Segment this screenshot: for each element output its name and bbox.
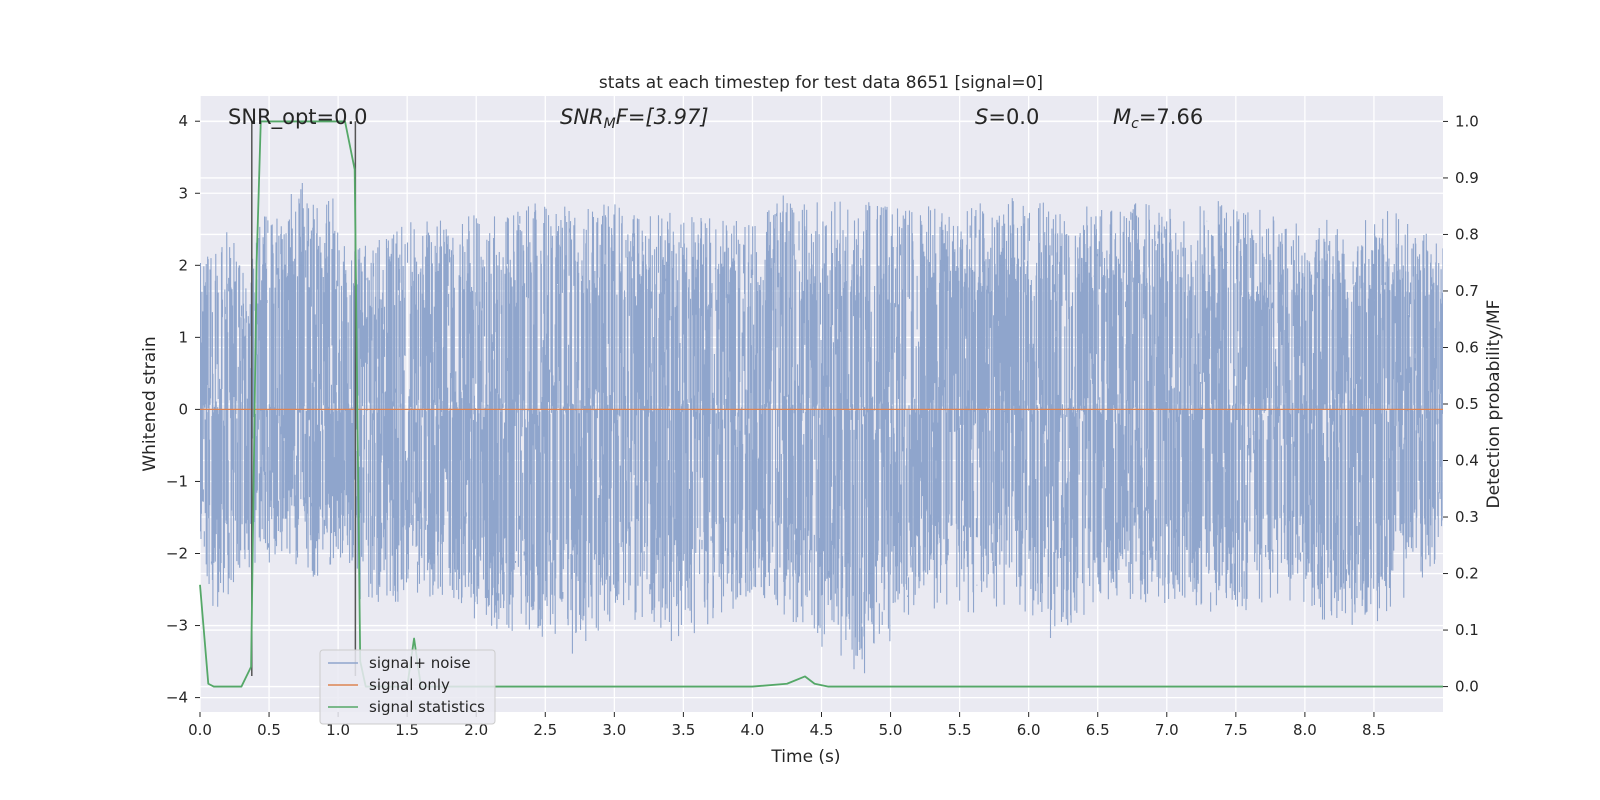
annotation-mc: Mc=7.66 xyxy=(1113,105,1203,132)
x-tick-label: 5.0 xyxy=(879,721,903,739)
y-left-tick-label: 1 xyxy=(178,328,188,346)
chart-title: stats at each timestep for test data 865… xyxy=(599,73,1043,93)
x-tick-label: 3.5 xyxy=(671,721,695,739)
x-tick-label: 7.0 xyxy=(1155,721,1179,739)
annotation-snr-opt: SNR_opt=0.0 xyxy=(228,105,368,130)
legend-box xyxy=(319,649,496,725)
y-left-tick-label: 0 xyxy=(178,400,188,418)
y-right-tick-label: 0.1 xyxy=(1455,621,1479,639)
x-tick-label: 6.5 xyxy=(1086,721,1110,739)
x-tick-label: 8.0 xyxy=(1293,721,1317,739)
noise-trace xyxy=(200,183,1443,674)
annotation-snr-mf-main: SNR xyxy=(560,105,604,129)
annotation-mc-sub: c xyxy=(1131,116,1139,132)
x-tick-label: 2.5 xyxy=(533,721,557,739)
x-tick-label: 4.5 xyxy=(810,721,834,739)
y-left-tick-label: 4 xyxy=(178,112,188,130)
annotation-snr-mf-sub: M xyxy=(604,116,616,132)
y-axis-label-left: Whitened strain xyxy=(140,336,160,471)
x-tick-label: 8.5 xyxy=(1362,721,1386,739)
x-tick-label: 0.0 xyxy=(188,721,212,739)
y-right-tick-label: 0.2 xyxy=(1455,565,1479,583)
legend-label-signal-plus-noise: signal+ noise xyxy=(369,654,471,672)
x-tick-label: 1.5 xyxy=(395,721,419,739)
y-right-tick-label: 0.4 xyxy=(1455,452,1479,470)
x-tick-label: 2.0 xyxy=(464,721,488,739)
y-right-tick-label: 0.5 xyxy=(1455,395,1479,413)
x-tick-label: 1.0 xyxy=(326,721,350,739)
legend-label-signal-statistics: signal statistics xyxy=(369,698,485,716)
legend-label-signal-only: signal only xyxy=(369,676,450,694)
y-axis-label-right: Detection probability/MF xyxy=(1484,300,1504,509)
x-tick-label: 5.5 xyxy=(948,721,972,739)
y-right-tick-label: 0.0 xyxy=(1455,678,1479,696)
x-tick-label: 6.0 xyxy=(1017,721,1041,739)
axes: 0.0 0.5 1.0 1.5 2.0 2.5 3.0 3.5 4.0 4.5 5.0 5.5 6.0 6… xyxy=(166,112,1479,739)
y-right-tick-label: 0.7 xyxy=(1455,282,1479,300)
x-tick-label: 4.0 xyxy=(741,721,765,739)
y-left-tick-label: −2 xyxy=(166,544,188,562)
annotation-s-main: S xyxy=(975,105,988,129)
annotation-mc-tail: =7.66 xyxy=(1139,105,1203,129)
y-right-tick-label: 0.6 xyxy=(1455,338,1479,356)
y-right-tick-label: 0.8 xyxy=(1455,225,1479,243)
series-signal-plus-noise xyxy=(200,183,1443,674)
y-right-tick-label: 0.3 xyxy=(1455,508,1479,526)
x-tick-label: 0.5 xyxy=(257,721,281,739)
y-right-tick-label: 1.0 xyxy=(1455,112,1479,130)
x-tick-label: 3.0 xyxy=(602,721,626,739)
y-left-tick-label: −4 xyxy=(166,689,188,707)
annotation-s-tail: =0.0 xyxy=(988,105,1039,129)
y-left-tick-label: −1 xyxy=(166,472,188,490)
x-tick-label: 7.5 xyxy=(1224,721,1248,739)
y-left-tick-label: 3 xyxy=(178,184,188,202)
annotation-s: S=0.0 xyxy=(975,105,1039,129)
x-axis-label: Time (s) xyxy=(770,747,840,767)
annotation-mc-main: M xyxy=(1113,105,1131,129)
y-left-tick-label: −3 xyxy=(166,617,188,635)
annotation-snr-mf: SNRMF=[3.97] xyxy=(560,105,709,132)
y-left-tick-label: 2 xyxy=(178,256,188,274)
annotation-snr-mf-tail: F=[3.97] xyxy=(616,105,709,129)
legend: signal+ noise signal only signal statist… xyxy=(319,649,496,725)
y-right-tick-label: 0.9 xyxy=(1455,169,1479,187)
